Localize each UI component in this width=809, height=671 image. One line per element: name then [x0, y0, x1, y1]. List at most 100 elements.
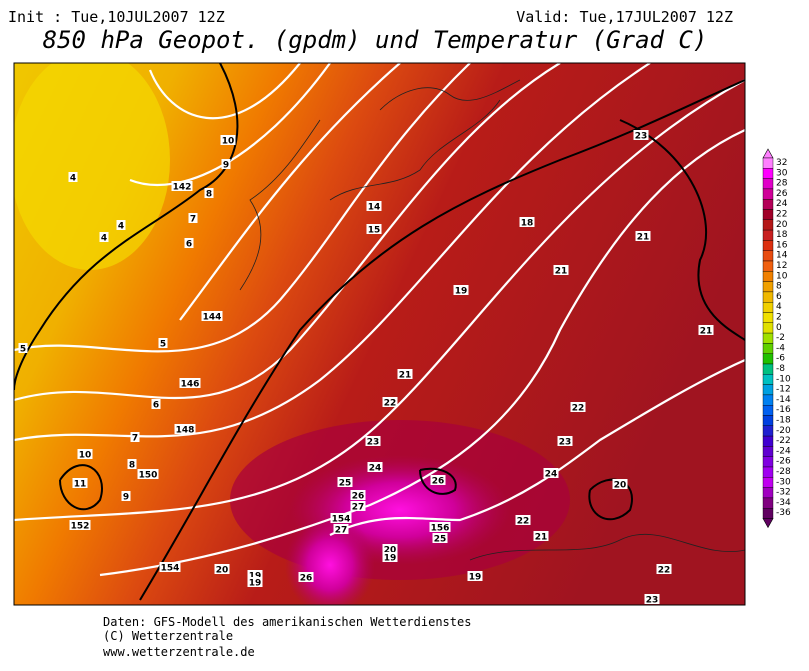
label-box	[429, 522, 451, 532]
scale-label: -20	[776, 426, 791, 436]
label-box	[633, 130, 649, 140]
contour-label: 5	[20, 345, 26, 355]
label-box	[247, 577, 263, 587]
scale-swatch	[762, 435, 774, 447]
scale-label: 18	[776, 230, 788, 240]
scale-swatch	[762, 178, 774, 190]
label-box	[77, 449, 93, 459]
scale-swatch	[762, 332, 774, 344]
init-time: Init : Tue,10JUL2007 12Z	[8, 8, 225, 26]
label-box	[137, 469, 159, 479]
contour-labels: 10 9 142 8 7 6 4 4 4 144 5 5 146 6 148 7 10 8 150 11 9 152 154…	[18, 130, 714, 606]
scale-swatch	[762, 312, 774, 324]
scale-swatch	[762, 487, 774, 499]
scale-swatch	[762, 497, 774, 509]
label-box	[612, 479, 628, 489]
label-box	[382, 552, 398, 562]
contour-label: 19	[384, 554, 397, 564]
contour-label: 22	[572, 404, 585, 414]
label-box	[432, 533, 448, 543]
label-box	[204, 188, 214, 198]
contour-label: 21	[700, 327, 713, 337]
label-box	[184, 238, 194, 248]
contour-label: 154	[332, 515, 351, 525]
scale-swatch	[762, 281, 774, 293]
label-box	[179, 378, 201, 388]
label-box	[333, 524, 349, 534]
contour-label: 26	[432, 477, 445, 487]
label-box	[72, 478, 88, 488]
contour-label: 19	[249, 572, 262, 582]
scale-swatch	[762, 343, 774, 354]
label-box	[515, 515, 531, 525]
label-box	[214, 564, 230, 574]
label-box	[220, 135, 236, 145]
label-box	[644, 594, 660, 604]
scale-label: -10	[776, 374, 791, 384]
contour-label: 24	[545, 470, 558, 480]
label-box	[453, 285, 469, 295]
scale-swatch	[762, 260, 774, 272]
label-box	[130, 432, 140, 442]
scale-label: 6	[776, 292, 782, 302]
label-box	[18, 343, 28, 353]
contour-label: 22	[517, 517, 530, 527]
label-box	[68, 172, 78, 182]
label-box	[99, 232, 109, 242]
scale-label: -26	[776, 457, 791, 467]
label-box	[543, 468, 559, 478]
label-box	[159, 562, 181, 572]
contour-label: 22	[658, 566, 671, 576]
label-box	[366, 224, 382, 234]
scale-swatch	[762, 508, 774, 519]
scale-swatch	[762, 384, 774, 396]
label-box	[116, 220, 126, 230]
color-scale: 32302826242220181614121086420-2-4-6-8-10…	[762, 148, 791, 529]
map-area	[14, 63, 745, 605]
contour-label: 15	[368, 226, 381, 236]
label-box	[171, 181, 193, 191]
contour-label: 10	[222, 137, 235, 147]
scale-label: -16	[776, 405, 791, 415]
scale-label: -12	[776, 385, 791, 395]
scale-label: 26	[776, 189, 788, 199]
scale-swatch	[762, 157, 774, 169]
contour-label: 25	[434, 535, 447, 545]
hot-area	[285, 515, 375, 605]
contour-label: 27	[335, 526, 348, 536]
label-box	[430, 475, 446, 485]
scale-label: 20	[776, 220, 788, 230]
label-box	[247, 570, 263, 580]
contour-label: 152	[71, 522, 90, 532]
label-box	[151, 399, 161, 409]
scale-label: 28	[776, 179, 788, 189]
scale-label: -8	[776, 364, 785, 374]
contour-label: 142	[173, 183, 192, 193]
label-box	[557, 436, 573, 446]
contour-label: 21	[555, 267, 568, 277]
contour-label: 20	[384, 546, 397, 556]
contour-label: 20	[614, 481, 627, 491]
label-box	[656, 564, 672, 574]
scale-swatch	[762, 353, 774, 365]
contour-label: 6	[186, 240, 192, 250]
label-box	[221, 159, 231, 169]
contour-label: 146	[181, 380, 200, 390]
scale-label: 4	[776, 302, 782, 312]
contour-label: 8	[129, 461, 135, 471]
warm-area	[14, 63, 170, 270]
contour-label: 7	[190, 215, 196, 225]
scale-label: -4	[776, 343, 785, 353]
label-box	[519, 217, 535, 227]
label-box	[365, 436, 381, 446]
scale-swatch	[762, 405, 774, 416]
contour-label: 150	[139, 471, 158, 481]
scale-label: 10	[776, 271, 788, 281]
contour-label: 18	[521, 219, 534, 229]
label-box	[158, 338, 168, 348]
footer-url: www.wetterzentrale.de	[103, 645, 255, 659]
label-box	[127, 459, 137, 469]
scale-swatch	[762, 374, 774, 385]
map-title: 850 hPa Geopot. (gpdm) und Temperatur (G…	[43, 26, 708, 54]
contour-label: 144	[203, 313, 222, 323]
